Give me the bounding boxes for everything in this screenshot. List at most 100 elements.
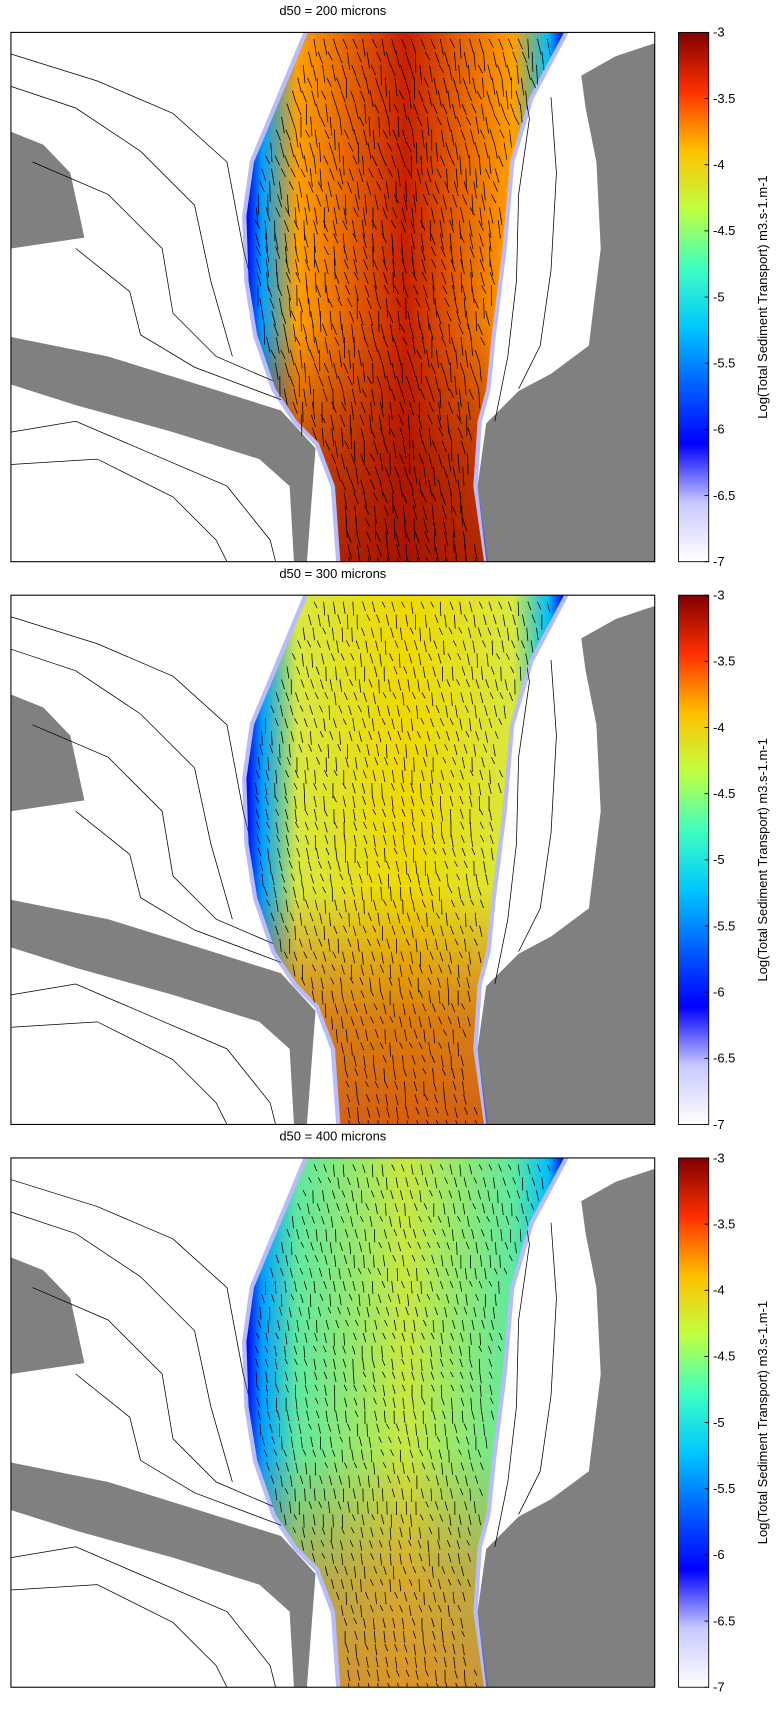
- velocity-arrow: [304, 362, 307, 383]
- velocity-arrow: [408, 1540, 412, 1547]
- velocity-arrow: [342, 796, 347, 808]
- velocity-arrow: [401, 1488, 404, 1500]
- velocity-arrow: [440, 925, 444, 937]
- velocity-arrow: [321, 1527, 326, 1535]
- velocity-arrow: [430, 362, 436, 375]
- velocity-arrow: [353, 821, 358, 831]
- velocity-arrow: [269, 1423, 273, 1433]
- velocity-arrow: [443, 77, 448, 94]
- velocity-arrow: [362, 38, 366, 57]
- velocity-arrow: [325, 1319, 329, 1330]
- contour-line: [518, 1222, 557, 1515]
- velocity-arrow: [527, 38, 530, 59]
- velocity-arrow: [433, 531, 436, 552]
- velocity-arrow: [438, 1449, 442, 1460]
- velocity-arrow: [339, 1436, 343, 1443]
- velocity-arrow: [340, 1042, 344, 1054]
- velocity-arrow: [426, 311, 430, 330]
- velocity-arrow: [391, 601, 395, 612]
- velocity-arrow: [411, 129, 415, 148]
- velocity-arrow: [536, 1190, 539, 1201]
- velocity-arrow: [354, 103, 359, 120]
- velocity-arrow: [484, 731, 488, 743]
- velocity-arrow: [342, 718, 347, 725]
- velocity-arrow: [441, 505, 447, 520]
- velocity-arrow: [295, 129, 299, 148]
- velocity-arrow: [362, 925, 367, 934]
- velocity-arrow: [399, 886, 402, 901]
- velocity-arrow: [496, 90, 501, 107]
- velocity-arrow: [289, 142, 295, 158]
- velocity-arrow: [391, 718, 395, 730]
- velocity-arrow: [478, 1164, 483, 1171]
- velocity-arrow: [325, 1410, 329, 1423]
- velocity-arrow: [505, 653, 510, 660]
- velocity-arrow: [290, 310, 297, 322]
- velocity-arrow: [304, 207, 308, 225]
- velocity-arrow: [403, 285, 409, 298]
- velocity-arrow: [473, 614, 476, 628]
- velocity-arrow: [385, 1656, 389, 1668]
- velocity-arrow: [278, 1306, 283, 1316]
- velocity-arrow: [333, 795, 337, 803]
- velocity-arrow: [264, 795, 269, 806]
- velocity-arrow: [439, 796, 442, 811]
- velocity-arrow: [440, 1371, 444, 1378]
- velocity-arrow: [464, 705, 469, 713]
- velocity-arrow: [393, 1631, 396, 1642]
- velocity-arrow: [420, 1371, 425, 1382]
- velocity-arrow: [446, 1436, 448, 1450]
- velocity-arrow: [463, 1306, 468, 1315]
- velocity-arrow: [310, 116, 313, 137]
- velocity-arrow: [439, 1164, 444, 1171]
- velocity-arrow: [308, 51, 313, 68]
- velocity-arrow: [304, 1332, 308, 1344]
- velocity-arrow: [405, 1423, 408, 1435]
- velocity-arrow: [479, 1332, 481, 1346]
- velocity-arrow: [480, 1397, 482, 1411]
- velocity-arrow: [381, 1358, 386, 1366]
- velocity-arrow: [300, 1436, 303, 1449]
- velocity-arrow: [451, 1229, 454, 1242]
- velocity-arrow: [428, 653, 433, 661]
- velocity-arrow: [320, 977, 324, 990]
- velocity-arrow: [315, 1410, 320, 1419]
- velocity-arrow: [434, 1656, 438, 1663]
- velocity-arrow: [320, 116, 326, 127]
- velocity-arrow: [324, 692, 329, 700]
- contour-line: [518, 97, 557, 390]
- velocity-arrow: [461, 285, 467, 300]
- velocity-arrow: [479, 925, 483, 937]
- velocity-arrow: [479, 692, 484, 704]
- velocity-arrow: [379, 90, 385, 104]
- velocity-arrow: [413, 1029, 418, 1039]
- velocity-arrow: [399, 479, 403, 498]
- velocity-arrow: [471, 1319, 475, 1331]
- velocity-arrow: [497, 783, 502, 794]
- velocity-arrow: [344, 834, 347, 849]
- velocity-arrow: [255, 246, 261, 256]
- velocity-arrow: [331, 323, 337, 335]
- velocity-arrow: [445, 1120, 448, 1125]
- velocity-arrow: [431, 834, 436, 845]
- velocity-arrow: [381, 783, 383, 798]
- velocity-arrow: [374, 1643, 378, 1656]
- velocity-arrow: [285, 1384, 289, 1393]
- velocity-arrow: [293, 951, 298, 961]
- velocity-arrow: [426, 1475, 430, 1482]
- velocity-arrow: [402, 505, 406, 525]
- velocity-arrow: [376, 1501, 379, 1515]
- velocity-arrow: [418, 453, 424, 465]
- velocity-arrow: [459, 233, 465, 243]
- velocity-arrow: [429, 1514, 434, 1521]
- velocity-arrow: [434, 181, 440, 194]
- velocity-arrow: [445, 1682, 448, 1688]
- velocity-arrow: [363, 336, 369, 348]
- velocity-arrow: [461, 1566, 465, 1577]
- velocity-arrow: [293, 388, 298, 405]
- velocity-arrow: [394, 466, 400, 478]
- velocity-arrow: [445, 557, 449, 562]
- velocity-arrow: [277, 194, 283, 208]
- velocity-arrow: [477, 323, 483, 336]
